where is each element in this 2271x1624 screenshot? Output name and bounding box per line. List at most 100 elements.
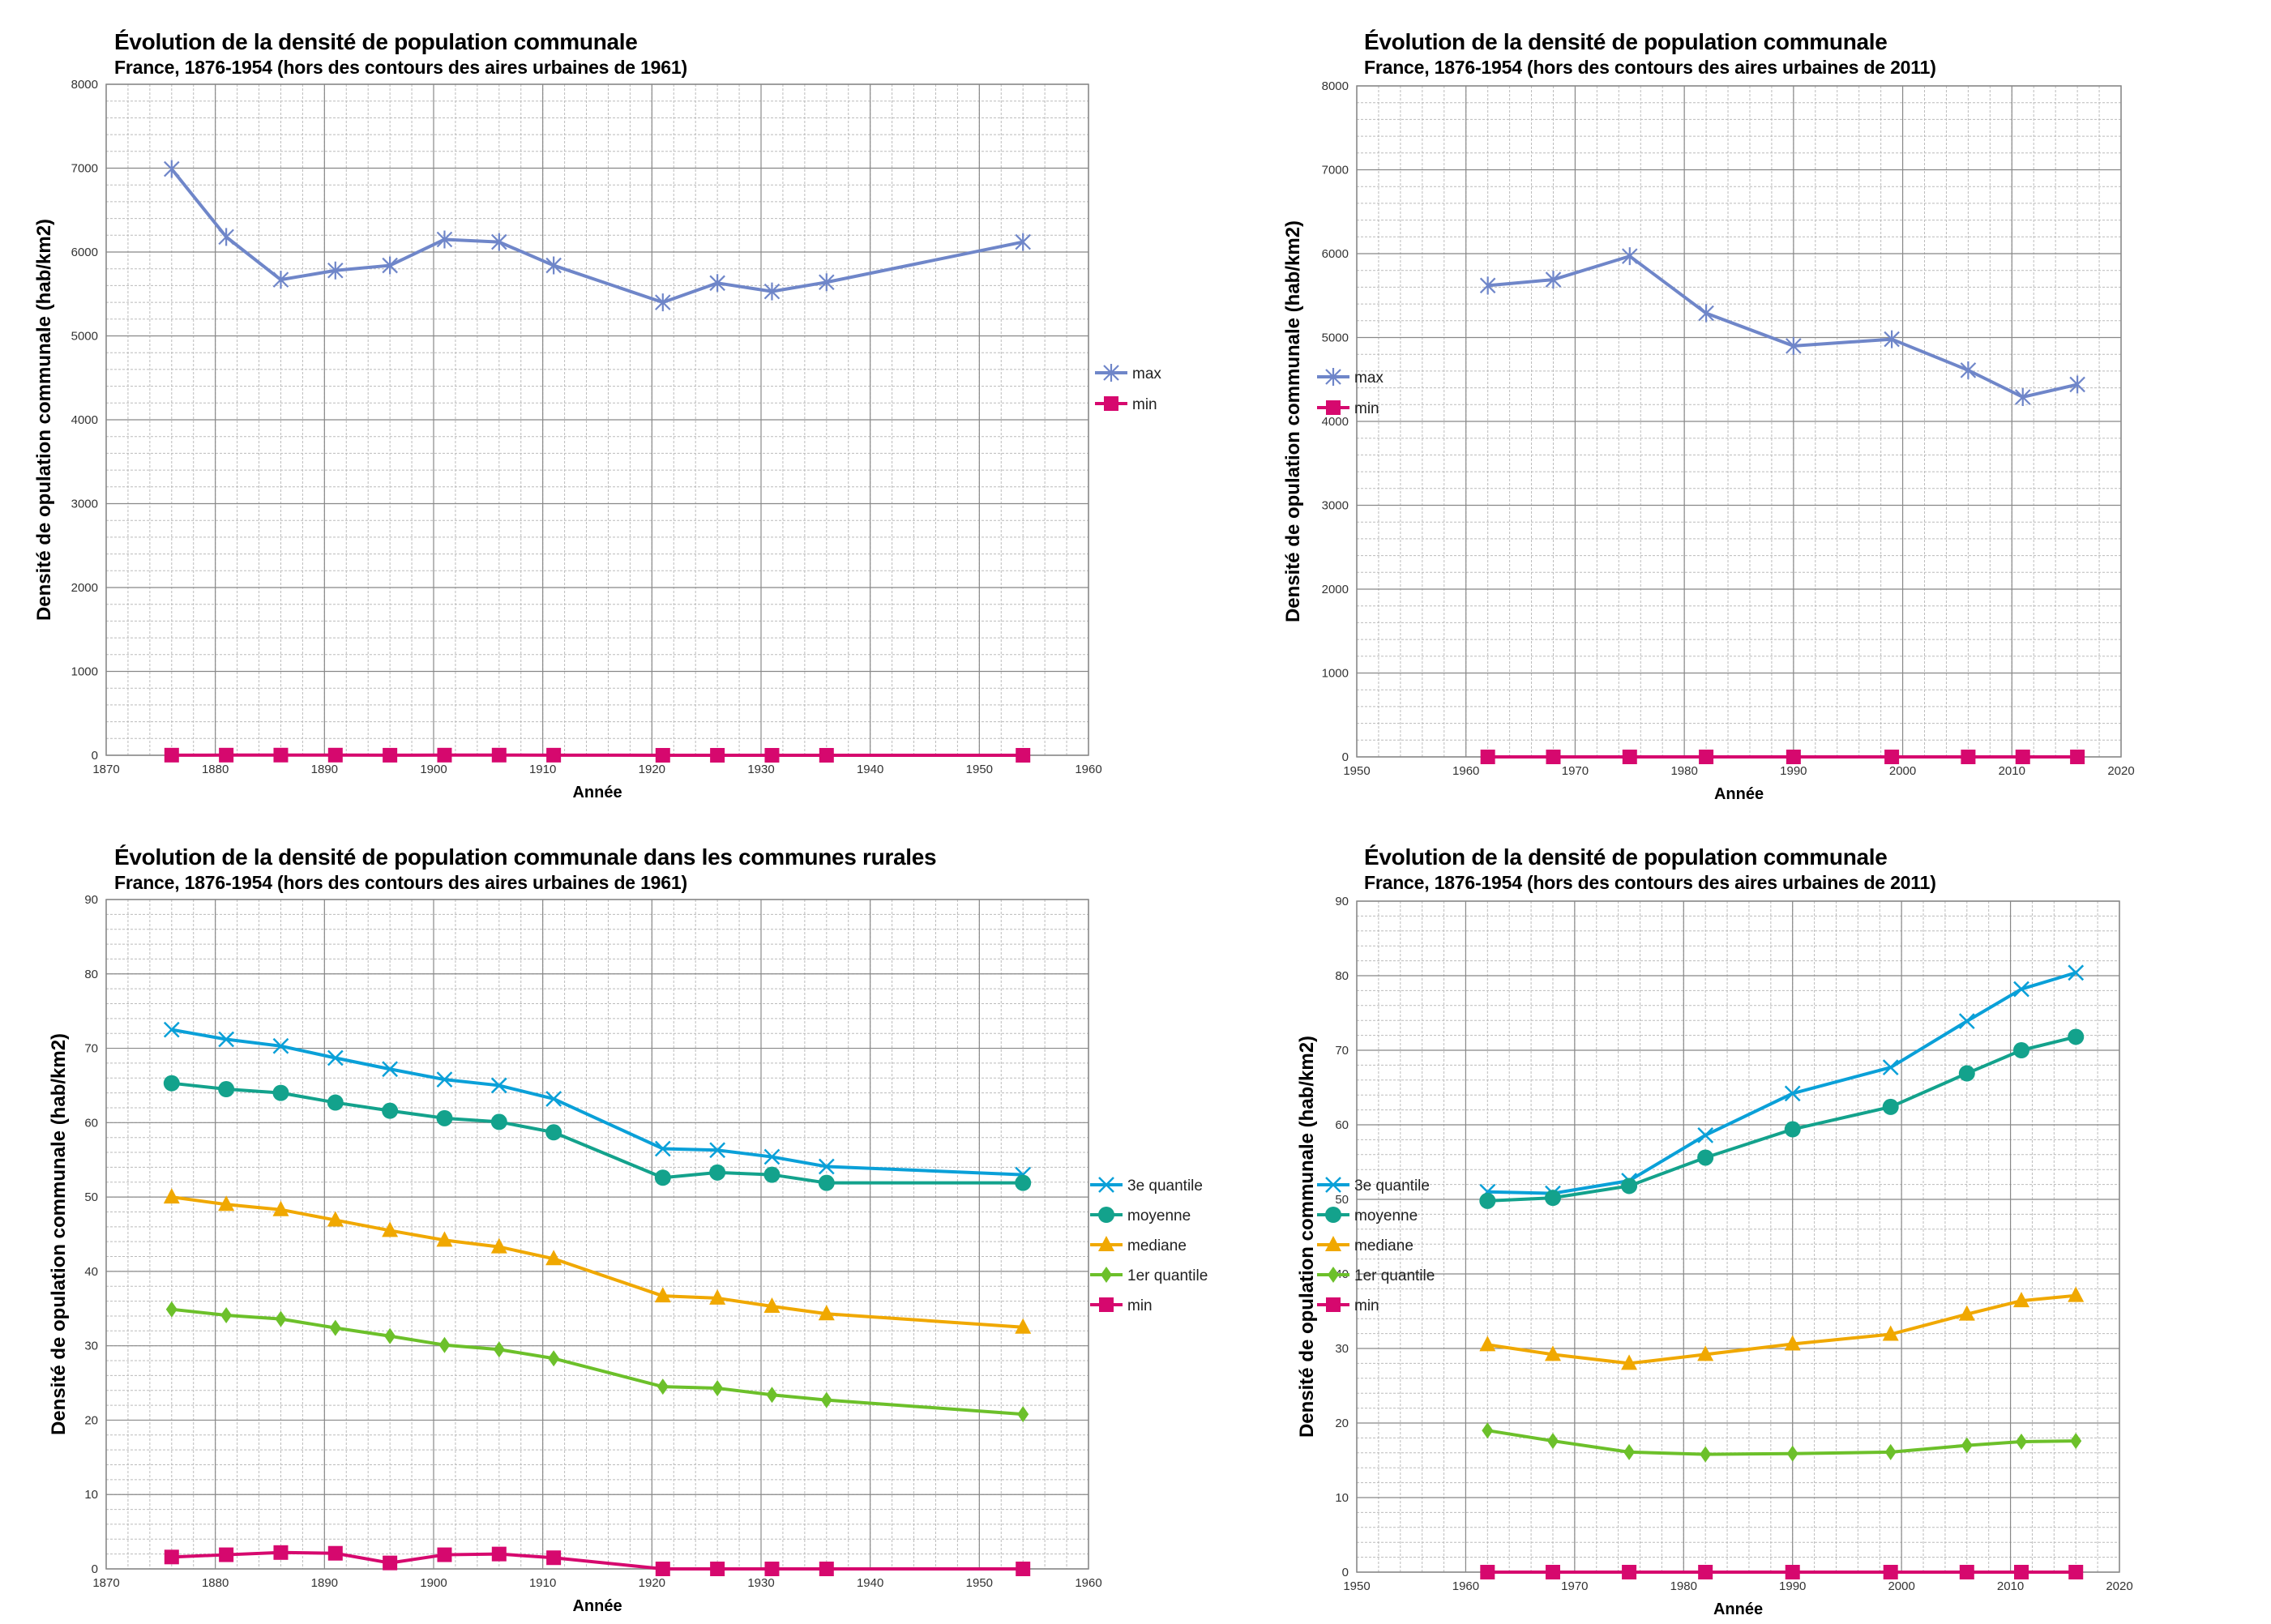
data-point-q3 xyxy=(163,1021,180,1038)
series-min xyxy=(1480,1565,2084,1579)
data-point-q3 xyxy=(490,1077,507,1094)
y-axis-label: Densité de opulation communale (hab/km2) xyxy=(1296,1036,1318,1438)
data-point-min xyxy=(1546,750,1561,764)
data-point-q3 xyxy=(1882,1059,1899,1076)
y-tick-label: 50 xyxy=(84,1190,98,1204)
data-point-q1 xyxy=(2016,1434,2028,1450)
legend-label-moyenne: moyenne xyxy=(1354,1207,1418,1224)
data-point-q1 xyxy=(1700,1446,1712,1463)
x-tick-label: 1870 xyxy=(92,1576,119,1590)
y-tick-label: 70 xyxy=(1335,1044,1349,1058)
data-point-min xyxy=(1785,1565,1800,1579)
data-point-min xyxy=(2014,1565,2029,1579)
y-tick-label: 80 xyxy=(84,968,98,981)
series-q3 xyxy=(1479,964,2085,1202)
chart-title: Évolution de la densité de population co… xyxy=(114,29,638,54)
data-point-q3 xyxy=(2013,981,2029,998)
legend-label-max: max xyxy=(1354,370,1384,387)
y-tick-label: 6000 xyxy=(1322,247,1349,261)
data-point-min xyxy=(1480,750,1495,764)
y-tick-label: 0 xyxy=(1342,750,1349,764)
data-point-min xyxy=(764,748,780,763)
y-tick-label: 10 xyxy=(84,1488,98,1502)
series-line-q1 xyxy=(1486,1429,2076,1456)
data-point-min xyxy=(1622,750,1637,764)
y-tick-label: 3000 xyxy=(71,498,98,511)
data-point-q1 xyxy=(493,1341,505,1358)
data-point-min xyxy=(1959,1565,1974,1579)
x-tick-label: 2010 xyxy=(1999,764,2025,778)
data-point-max xyxy=(1960,361,1977,379)
data-point-max xyxy=(1479,276,1496,295)
data-point-max xyxy=(1884,330,1900,348)
plot-area-border xyxy=(105,899,1089,1570)
data-point-min xyxy=(491,747,507,763)
x-tick-label: 2000 xyxy=(1889,764,1916,778)
series-line-min xyxy=(171,1550,1024,1571)
data-point-mediane xyxy=(218,1195,235,1212)
data-point-mediane xyxy=(763,1297,781,1314)
legend-marker-q3 xyxy=(1098,1177,1114,1193)
data-point-mediane xyxy=(327,1211,344,1227)
data-point-q1 xyxy=(384,1327,396,1344)
data-point-min xyxy=(546,1550,562,1566)
data-point-moyenne xyxy=(1479,1192,1496,1209)
data-point-q1 xyxy=(438,1336,451,1353)
x-tick-label: 2000 xyxy=(1888,1579,1914,1593)
x-tick-label: 1890 xyxy=(311,1576,338,1590)
chart-title: Évolution de la densité de population co… xyxy=(1364,844,1888,870)
data-point-q1 xyxy=(820,1391,832,1408)
data-point-q3 xyxy=(818,1158,835,1175)
data-point-moyenne xyxy=(763,1166,781,1183)
data-point-min xyxy=(2070,750,2085,764)
data-point-moyenne xyxy=(1882,1098,1899,1115)
legend-marker-mediane xyxy=(1098,1236,1114,1251)
legend-marker-min xyxy=(1326,1297,1341,1312)
x-tick-label: 1970 xyxy=(1562,764,1589,778)
data-point-min xyxy=(710,748,725,763)
x-tick-label: 1960 xyxy=(1452,1579,1479,1593)
x-tick-label: 1880 xyxy=(202,1576,229,1590)
data-point-min xyxy=(2068,1565,2084,1579)
data-point-min xyxy=(1016,748,1031,763)
data-point-min xyxy=(819,748,834,763)
x-tick-label: 1950 xyxy=(1343,764,1370,778)
data-point-moyenne xyxy=(1015,1174,1032,1191)
y-tick-label: 60 xyxy=(84,1116,98,1130)
data-point-q3 xyxy=(1958,1013,1975,1030)
data-point-max xyxy=(1622,247,1638,266)
x-tick-label: 1900 xyxy=(420,763,447,776)
data-point-min xyxy=(655,748,670,763)
legend-marker-mediane xyxy=(1325,1236,1341,1251)
series-max xyxy=(1479,247,2085,406)
legend-marker-max xyxy=(1103,364,1119,382)
x-tick-label: 1910 xyxy=(529,763,556,776)
data-point-q3 xyxy=(218,1031,235,1048)
data-point-q1 xyxy=(548,1350,560,1367)
data-point-q1 xyxy=(329,1319,341,1336)
series-line-moyenne xyxy=(1487,1035,2076,1203)
y-tick-label: 90 xyxy=(1335,895,1349,908)
data-point-min xyxy=(1786,750,1801,764)
legend-marker-min xyxy=(1104,396,1118,411)
data-point-min xyxy=(164,1549,179,1565)
data-point-max xyxy=(1698,304,1714,323)
x-tick-label: 1930 xyxy=(747,1576,774,1590)
data-point-min xyxy=(1961,750,1976,764)
y-tick-label: 7000 xyxy=(1322,164,1349,177)
series-q3 xyxy=(163,1021,1032,1183)
data-point-q1 xyxy=(1623,1443,1636,1460)
x-tick-label: 1980 xyxy=(1670,764,1697,778)
y-tick-label: 30 xyxy=(84,1340,98,1353)
data-point-max xyxy=(164,160,180,178)
x-tick-label: 1950 xyxy=(966,1576,993,1590)
data-point-max xyxy=(2014,387,2031,406)
data-point-min xyxy=(219,1547,234,1562)
x-tick-label: 1940 xyxy=(857,1576,883,1590)
data-point-max xyxy=(382,256,398,275)
data-point-q1 xyxy=(1961,1437,1973,1454)
x-tick-label: 1960 xyxy=(1075,763,1101,776)
data-point-q1 xyxy=(656,1378,669,1395)
legend-marker-max xyxy=(1325,368,1341,386)
